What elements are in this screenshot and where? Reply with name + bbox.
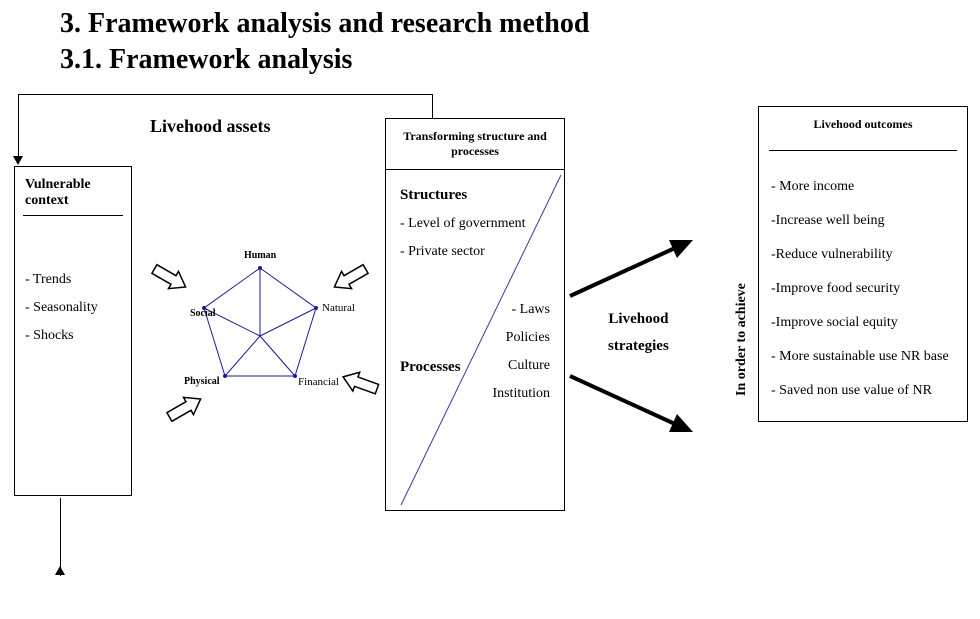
- list-item: -Reduce vulnerability: [771, 241, 957, 269]
- arrowhead-to-vulnerable: [13, 156, 23, 165]
- vulnerable-context-box: Vulnerable context - Trends - Seasonalit…: [14, 166, 132, 496]
- list-item: -Increase well being: [771, 207, 957, 235]
- heading-subsection: 3.1. Framework analysis: [60, 44, 980, 76]
- list-item: - More sustainable use NR base: [771, 343, 957, 371]
- list-item: - Seasonality: [25, 294, 121, 322]
- diagram-canvas: Vulnerable context - Trends - Seasonalit…: [0, 76, 980, 596]
- thick-arrow-down: [565, 368, 700, 438]
- pentagon-label-natural: Natural: [322, 302, 355, 314]
- in-order-to-achieve-label: In order to achieve: [734, 283, 750, 396]
- connector-top-left-drop: [18, 94, 19, 158]
- outcomes-items: - More income -Increase well being -Redu…: [759, 151, 967, 421]
- livelihood-strategies-label: Livehood strategies: [608, 306, 669, 360]
- transforming-box: Transforming structure and processes Str…: [385, 118, 565, 511]
- strategies-line2: strategies: [608, 333, 669, 360]
- livelihood-assets-title: Livehood assets: [150, 116, 271, 137]
- diagonal-line: [386, 170, 566, 515]
- list-item: - More income: [771, 173, 957, 201]
- heading-section: 3. Framework analysis and research metho…: [60, 8, 980, 40]
- connector-top-right-drop: [432, 94, 433, 118]
- connector-bottom-feedback: [60, 498, 61, 576]
- livelihood-outcomes-box: Livehood outcomes - More income -Increas…: [758, 106, 968, 422]
- list-item: -Improve food security: [771, 275, 957, 303]
- pentagon-label-financial: Financial: [298, 376, 339, 388]
- pentagon-label-physical: Physical: [184, 376, 220, 387]
- strategies-line1: Livehood: [608, 306, 669, 333]
- pentagon-label-social: Social: [190, 308, 216, 319]
- list-item: - Saved non use value of NR: [771, 377, 957, 405]
- outcomes-title: Livehood outcomes: [759, 107, 967, 150]
- pentagon-label-human: Human: [244, 250, 276, 261]
- thick-arrow-up: [565, 234, 700, 304]
- vulnerable-title: Vulnerable context: [15, 167, 131, 215]
- list-item: -Improve social equity: [771, 309, 957, 337]
- transforming-title: Transforming structure and processes: [386, 119, 564, 169]
- vulnerable-items: - Trends - Seasonality - Shocks: [15, 216, 131, 360]
- list-item: - Trends: [25, 266, 121, 294]
- arrowhead-feedback: [55, 566, 65, 575]
- processes-label: Processes: [400, 352, 461, 382]
- connector-top: [18, 94, 432, 95]
- list-item: - Shocks: [25, 322, 121, 350]
- transforming-body: Structures - Level of government - Priva…: [386, 170, 564, 510]
